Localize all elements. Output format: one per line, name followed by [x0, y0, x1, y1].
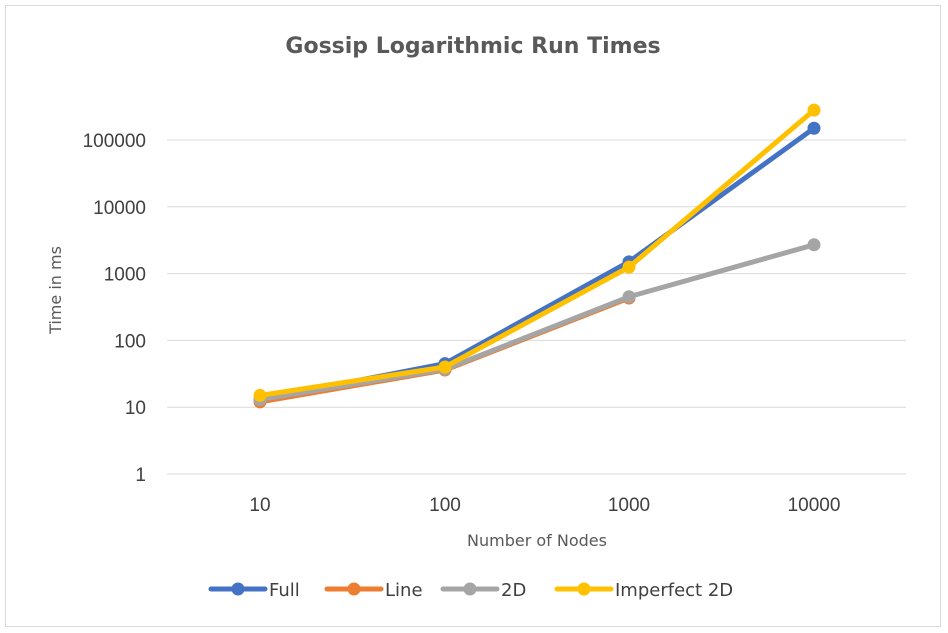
- data-point: [807, 238, 821, 252]
- legend-item: Full: [208, 580, 300, 601]
- series-line: [257, 125, 817, 403]
- y-tick-label: 100000: [83, 131, 146, 152]
- data-point: [438, 360, 452, 374]
- series-group: [253, 103, 821, 409]
- legend-item: 2D: [440, 580, 526, 601]
- data-point: [807, 121, 821, 135]
- legend-label: Full: [269, 580, 300, 601]
- legend-label: Imperfect 2D: [615, 580, 733, 601]
- y-tick-label: 10: [125, 398, 146, 419]
- series-full: [253, 121, 821, 407]
- series-line: [257, 242, 817, 403]
- legend-item: Imperfect 2D: [554, 580, 733, 601]
- x-tick-label: 10: [249, 495, 270, 516]
- gridlines: [167, 139, 906, 475]
- legend-swatch-marker: [347, 582, 361, 596]
- legend-label: Line: [385, 580, 423, 601]
- y-axis-ticks: 1 10 100 1000 10000 100000: [83, 131, 146, 486]
- data-point: [622, 260, 636, 274]
- x-tick-label: 10000: [788, 495, 841, 516]
- y-tick-label: 1000: [104, 265, 146, 286]
- chart-frame: [5, 5, 941, 627]
- x-axis-title: Number of Nodes: [467, 531, 607, 550]
- y-axis-title: Time in ms: [46, 246, 65, 335]
- x-tick-label: 1000: [608, 495, 650, 516]
- legend-swatch-marker: [231, 582, 245, 596]
- legend-swatch-marker: [577, 582, 591, 596]
- legend: Full Line 2D Imperfect 2D: [208, 580, 733, 601]
- legend-label: 2D: [501, 580, 526, 601]
- series-line: [257, 107, 817, 398]
- legend-swatch-marker: [463, 582, 477, 596]
- y-tick-label: 10000: [93, 198, 146, 219]
- data-point: [807, 103, 821, 117]
- chart-title: Gossip Logarithmic Run Times: [285, 34, 660, 59]
- x-axis-ticks: 10 100 1000 10000: [249, 495, 840, 516]
- data-point: [253, 388, 267, 402]
- y-tick-label: 100: [114, 331, 146, 352]
- series-imperfect-2d: [253, 103, 821, 402]
- legend-item: Line: [324, 580, 423, 601]
- y-tick-label: 1: [135, 465, 146, 486]
- data-point: [622, 290, 636, 304]
- x-tick-label: 100: [429, 495, 461, 516]
